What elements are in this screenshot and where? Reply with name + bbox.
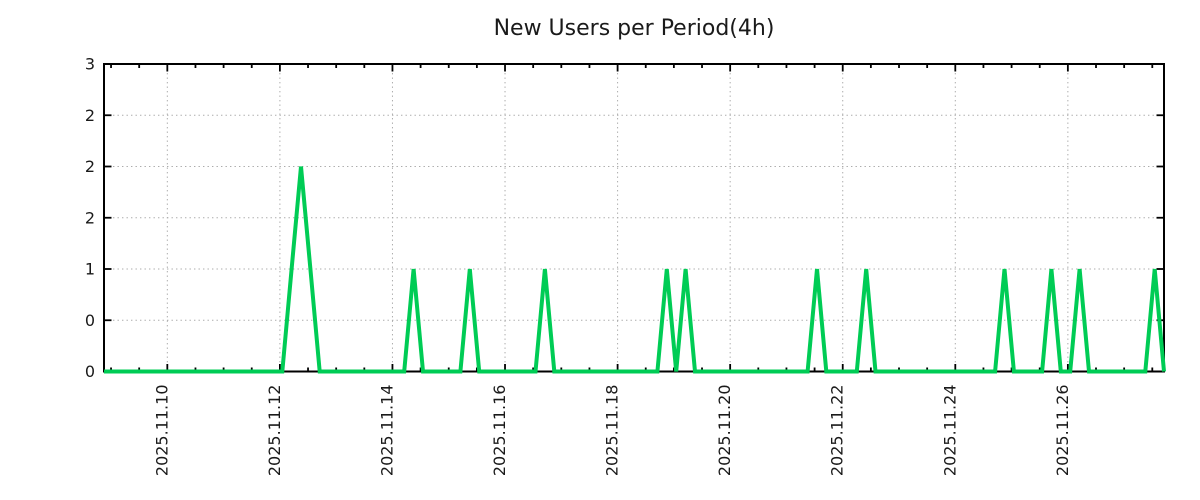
x-tick-label: 2025.11.12 [265, 385, 284, 477]
x-tick-label: 2025.11.16 [490, 384, 509, 476]
series-line-new-users [104, 166, 1166, 374]
x-tick-label: 2025.11.18 [603, 385, 622, 477]
y-axis-tick-labels: 0 0 1 2 2 2 3 [85, 55, 95, 382]
x-tick-label: 2025.11.10 [152, 385, 171, 477]
y-tick-label: 2 [85, 106, 95, 125]
x-tick-label: 2025.11.24 [940, 385, 959, 477]
y-tick-label: 0 [85, 311, 95, 330]
x-tick-label: 2025.11.22 [828, 385, 847, 477]
y-tick-label: 2 [85, 157, 95, 176]
x-tick-label: 2025.11.20 [715, 385, 734, 477]
x-tick-label: 2025.11.14 [377, 385, 396, 477]
y-tick-label: 1 [85, 260, 95, 279]
y-tick-label: 0 [85, 362, 95, 381]
grid-layer [104, 64, 1164, 372]
y-tick-label: 3 [85, 55, 95, 74]
x-tick-label: 2025.11.26 [1053, 385, 1072, 477]
x-axis-tick-labels: 2025.11.10 2025.11.12 2025.11.14 2025.11.16… [152, 384, 1072, 476]
chart-title: New Users per Period(4h) [493, 16, 775, 41]
y-tick-label: 2 [85, 208, 95, 227]
